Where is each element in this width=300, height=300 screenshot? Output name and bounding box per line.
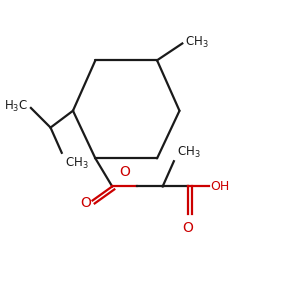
Text: CH$_3$: CH$_3$: [185, 34, 209, 50]
Text: O: O: [80, 196, 91, 210]
Text: O: O: [182, 221, 193, 236]
Text: H$_3$C: H$_3$C: [4, 99, 28, 114]
Text: OH: OH: [210, 180, 230, 193]
Text: CH$_3$: CH$_3$: [64, 156, 88, 171]
Text: CH$_3$: CH$_3$: [177, 145, 200, 160]
Text: O: O: [119, 165, 130, 179]
